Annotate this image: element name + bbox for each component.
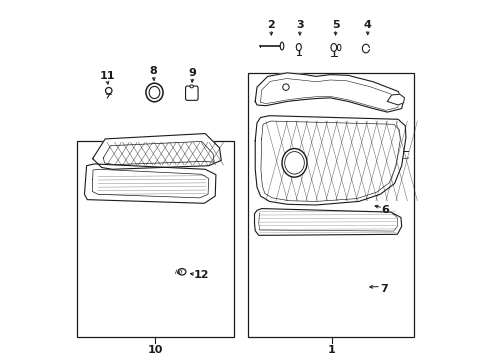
Text: 12: 12 bbox=[193, 270, 209, 280]
Text: 9: 9 bbox=[188, 68, 196, 78]
Polygon shape bbox=[255, 73, 403, 112]
Bar bbox=[247, 73, 413, 337]
Ellipse shape bbox=[149, 86, 160, 99]
Text: 5: 5 bbox=[331, 19, 339, 30]
Text: 3: 3 bbox=[295, 19, 303, 30]
Polygon shape bbox=[93, 134, 221, 169]
Ellipse shape bbox=[282, 149, 306, 177]
Ellipse shape bbox=[330, 44, 336, 51]
Bar bbox=[77, 141, 233, 337]
Polygon shape bbox=[386, 94, 404, 105]
Text: 10: 10 bbox=[147, 345, 163, 355]
Ellipse shape bbox=[189, 85, 193, 88]
Text: 7: 7 bbox=[379, 284, 387, 294]
Ellipse shape bbox=[105, 87, 112, 94]
Ellipse shape bbox=[178, 269, 185, 275]
Ellipse shape bbox=[296, 44, 301, 51]
Polygon shape bbox=[255, 116, 405, 205]
Text: 2: 2 bbox=[267, 19, 275, 30]
Ellipse shape bbox=[282, 84, 288, 90]
Text: 1: 1 bbox=[327, 345, 335, 355]
FancyBboxPatch shape bbox=[185, 86, 198, 100]
Polygon shape bbox=[254, 208, 401, 235]
Text: 6: 6 bbox=[381, 205, 389, 215]
Text: 4: 4 bbox=[363, 19, 371, 30]
Text: 8: 8 bbox=[149, 66, 157, 76]
Polygon shape bbox=[84, 164, 216, 203]
Ellipse shape bbox=[337, 44, 340, 51]
Ellipse shape bbox=[145, 83, 163, 102]
Ellipse shape bbox=[280, 42, 283, 50]
Text: 11: 11 bbox=[99, 71, 115, 81]
